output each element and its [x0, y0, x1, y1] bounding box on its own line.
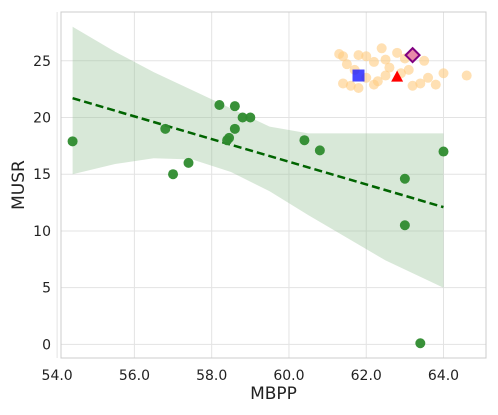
data-point	[461, 70, 472, 81]
data-points-layer	[67, 43, 472, 349]
data-point	[245, 112, 256, 123]
data-point	[403, 64, 414, 75]
x-tick-label: 64.0	[428, 368, 459, 384]
x-tick-label: 60.0	[273, 368, 304, 384]
data-point	[352, 69, 365, 82]
data-point	[407, 80, 418, 91]
data-point	[67, 136, 78, 147]
grid-lines	[56, 12, 486, 358]
data-point	[438, 146, 449, 157]
data-point	[430, 79, 441, 90]
x-tick-label: 62.0	[351, 368, 382, 384]
y-axis-label: MUSR	[9, 160, 29, 210]
data-point	[415, 78, 426, 89]
data-point	[384, 62, 395, 73]
y-tick-label: 10	[33, 224, 51, 240]
data-point	[345, 80, 356, 91]
data-point	[168, 169, 179, 180]
data-point	[380, 54, 391, 65]
plot-frame	[60, 11, 487, 359]
data-point	[341, 59, 352, 70]
data-point	[338, 51, 349, 62]
y-tick-labels: 0 5 10 15 20 25	[33, 54, 51, 354]
data-point	[353, 83, 364, 94]
data-point	[423, 72, 434, 83]
data-point	[160, 123, 171, 134]
x-tick-label: 56.0	[119, 368, 150, 384]
data-point	[399, 173, 410, 184]
data-point	[361, 51, 372, 62]
data-point	[314, 145, 325, 156]
data-point	[229, 123, 240, 134]
data-point	[338, 78, 349, 89]
data-point	[229, 101, 240, 112]
data-point	[415, 338, 426, 349]
data-point	[368, 56, 379, 67]
y-tick-label: 15	[33, 167, 51, 183]
data-point	[391, 70, 404, 82]
y-tick-label: 20	[33, 111, 51, 127]
data-point	[438, 68, 449, 79]
x-tick-label: 54.0	[42, 368, 73, 384]
y-tick-label: 25	[33, 54, 51, 70]
confidence-band	[72, 26, 444, 288]
data-point	[299, 135, 310, 146]
y-tick-label: 0	[42, 337, 51, 353]
data-point	[224, 132, 235, 143]
data-point	[353, 50, 364, 61]
trend-line-layer	[72, 97, 444, 209]
data-point	[237, 112, 248, 123]
data-point	[404, 46, 422, 64]
data-point	[372, 76, 383, 87]
x-tick-labels: 54.0 56.0 58.0 60.0 62.0 64.0	[42, 368, 460, 384]
data-point	[214, 100, 225, 111]
y-tick-label: 5	[42, 281, 51, 297]
data-point	[399, 220, 410, 231]
trend-line	[72, 97, 444, 209]
data-point	[392, 47, 403, 58]
x-tick-label: 58.0	[196, 368, 227, 384]
data-point	[376, 43, 387, 54]
data-point	[183, 157, 194, 168]
data-point	[419, 55, 430, 66]
data-point	[380, 70, 391, 81]
confidence-band-layer	[72, 26, 444, 288]
x-axis-label: MBPP	[250, 384, 297, 404]
